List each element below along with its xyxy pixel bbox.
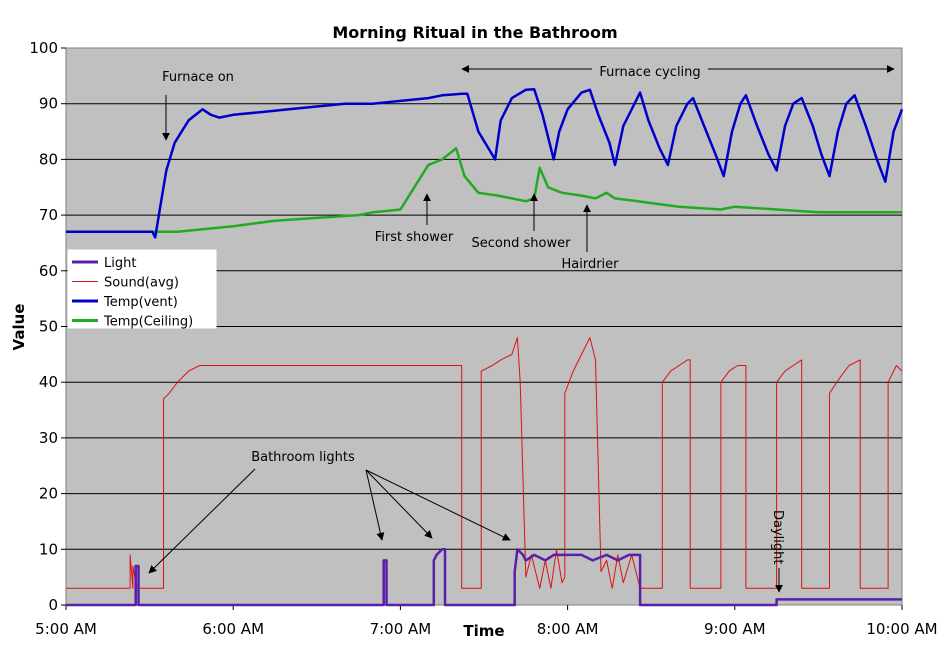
series-lines	[66, 87, 904, 607]
legend-label: Light	[104, 256, 136, 271]
annotation-hairdrier: Hairdrier	[561, 257, 619, 272]
annotation-first-shower: First shower	[375, 230, 454, 245]
annotation-lights-arrow-4	[365, 469, 511, 541]
series-line-0	[66, 548, 902, 607]
y-tick-label: 10	[39, 540, 58, 558]
chart-title: Morning Ritual in the Bathroom	[332, 23, 617, 42]
annotation-bathroom-lights: Bathroom lights	[251, 450, 355, 465]
y-tick-label: 20	[39, 485, 58, 503]
annotation-lights-arrow-2	[365, 469, 385, 541]
y-tick-label: 60	[39, 262, 58, 280]
y-axis-ticks: 0 10 20 30 40 50 60 70 80 90 100	[29, 39, 66, 614]
y-tick-label: 30	[39, 429, 58, 447]
series-line-2	[66, 87, 904, 239]
y-tick-label: 90	[39, 95, 58, 113]
legend-label: Temp(Ceiling)	[103, 315, 193, 330]
x-axis-title: Time	[463, 622, 504, 640]
x-tick-label: 7:00 AM	[370, 620, 432, 638]
series-line-3	[66, 147, 902, 234]
y-tick-label: 0	[48, 596, 58, 614]
x-tick-label: 6:00 AM	[202, 620, 264, 638]
series-line-1	[66, 337, 903, 589]
y-tick-label: 100	[29, 39, 58, 57]
annotation-furnace-cycling: Furnace cycling	[599, 65, 700, 80]
y-tick-label: 50	[39, 318, 58, 336]
x-tick-label: 10:00 AM	[866, 620, 937, 638]
legend: Light Sound(avg) Temp(vent) Temp(Ceiling)	[67, 249, 217, 330]
annotations: Furnace on Furnace cycling First shower …	[148, 65, 895, 593]
y-tick-label: 70	[39, 206, 58, 224]
annotation-daylight: Daylight	[770, 510, 785, 564]
x-axis-ticks: 5:00 AM 6:00 AM 7:00 AM 8:00 AM 9:00 AM 10:00…	[35, 605, 938, 638]
y-tick-label: 40	[39, 373, 58, 391]
annotation-lights-arrow-3	[365, 469, 433, 539]
x-tick-label: 8:00 AM	[537, 620, 599, 638]
y-tick-label: 80	[39, 150, 58, 168]
annotation-furnace-on: Furnace on	[162, 70, 234, 85]
y-axis-title: Value	[10, 304, 28, 351]
x-tick-label: 5:00 AM	[35, 620, 97, 638]
legend-label: Sound(avg)	[104, 276, 179, 291]
annotation-lights-arrow-1	[148, 468, 256, 574]
gridlines	[66, 103, 902, 550]
legend-label: Temp(vent)	[103, 295, 178, 310]
annotation-second-shower: Second shower	[472, 236, 572, 251]
x-tick-label: 9:00 AM	[704, 620, 766, 638]
